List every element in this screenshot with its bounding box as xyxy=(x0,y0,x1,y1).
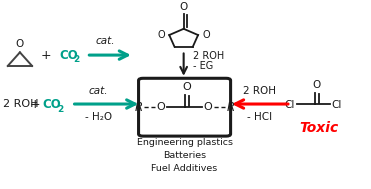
Text: Engineering plastics: Engineering plastics xyxy=(137,138,233,147)
Text: +: + xyxy=(41,49,52,62)
Text: R: R xyxy=(227,101,235,114)
Text: O: O xyxy=(182,82,191,92)
Text: CO: CO xyxy=(42,98,61,111)
Text: O: O xyxy=(157,102,165,112)
Text: O: O xyxy=(16,39,24,49)
Text: 2 ROH: 2 ROH xyxy=(3,99,38,109)
Text: +: + xyxy=(30,98,40,111)
Text: Cl: Cl xyxy=(284,100,295,110)
Text: O: O xyxy=(204,102,213,112)
Text: Cl: Cl xyxy=(332,100,342,110)
Text: - HCl: - HCl xyxy=(247,112,273,122)
Text: O: O xyxy=(202,30,210,40)
Text: Fuel Additives: Fuel Additives xyxy=(151,164,218,173)
FancyBboxPatch shape xyxy=(138,78,231,136)
Text: cat.: cat. xyxy=(95,36,115,46)
Text: cat.: cat. xyxy=(89,86,108,96)
Text: CO: CO xyxy=(59,49,78,62)
Text: - H₂O: - H₂O xyxy=(85,112,112,122)
Text: Toxic: Toxic xyxy=(299,121,338,135)
Text: 2 ROH: 2 ROH xyxy=(243,86,276,96)
Text: - EG: - EG xyxy=(193,60,213,70)
Text: O: O xyxy=(157,30,165,40)
Text: O: O xyxy=(313,80,321,90)
Text: 2: 2 xyxy=(73,55,80,64)
Text: 2: 2 xyxy=(58,105,64,114)
Text: O: O xyxy=(180,2,188,12)
Text: Batteries: Batteries xyxy=(163,151,206,160)
Text: 2 ROH: 2 ROH xyxy=(193,51,224,61)
Text: R: R xyxy=(134,101,142,114)
